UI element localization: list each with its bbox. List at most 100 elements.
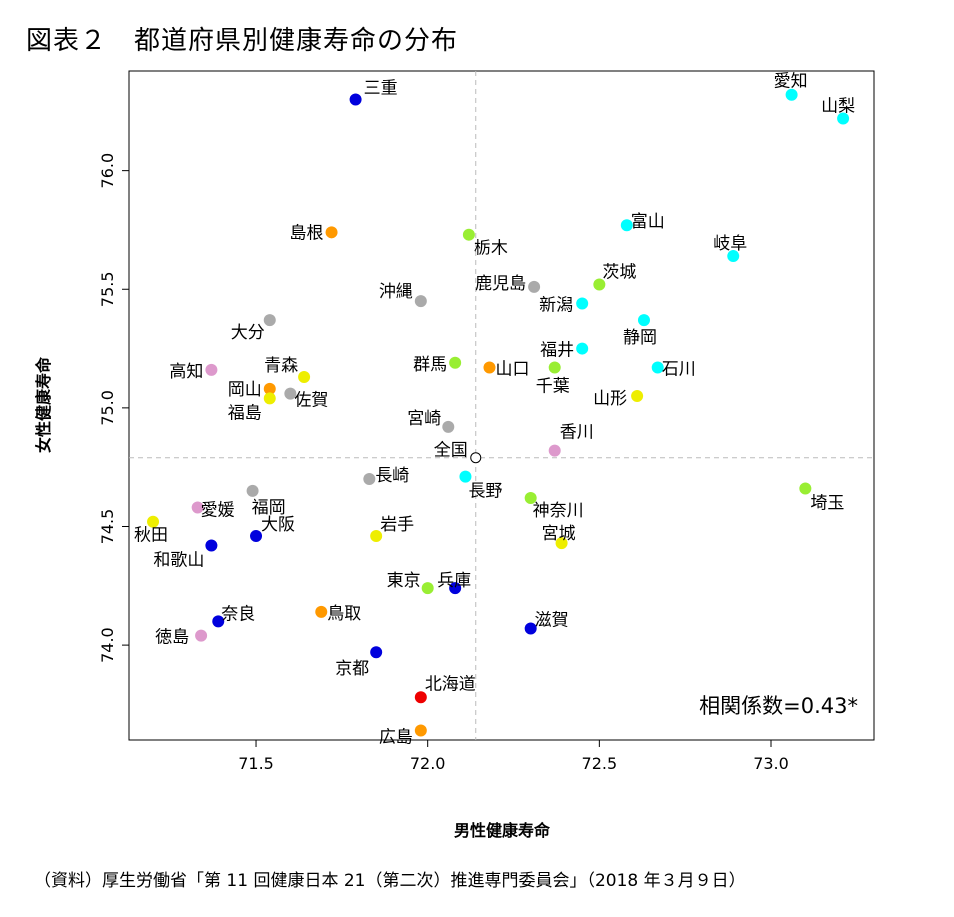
data-point <box>147 515 160 528</box>
source-note: （資料）厚生労働省「第 11 回健康日本 21（第二次）推進専門委員会」（201… <box>34 871 746 891</box>
data-point <box>528 280 541 293</box>
x-tick-label: 72.5 <box>582 754 618 773</box>
data-point <box>349 93 362 106</box>
point-label: 山形 <box>593 389 627 409</box>
data-point <box>263 382 276 395</box>
point-label: 鹿児島 <box>475 274 526 294</box>
data-point <box>205 363 218 376</box>
data-point <box>442 420 455 433</box>
point-label: 京都 <box>335 659 369 679</box>
point-label: 静岡 <box>623 328 657 348</box>
x-tick-label: 73.0 <box>753 754 789 773</box>
data-point <box>414 724 427 737</box>
data-point <box>548 444 561 457</box>
point-label: 岐阜 <box>713 234 747 254</box>
point-label: 石川 <box>662 360 696 380</box>
point-label: 福島 <box>228 403 262 423</box>
point-label: 東京 <box>387 571 421 591</box>
point-label: 茨城 <box>602 263 636 283</box>
point-label: 兵庫 <box>437 571 471 591</box>
point-label: 埼玉 <box>810 494 844 514</box>
data-point <box>576 297 589 310</box>
point-label: 宮崎 <box>407 409 441 429</box>
data-point <box>449 582 462 595</box>
point-label: 富山 <box>631 212 665 232</box>
data-point <box>284 387 297 400</box>
x-axis: 71.5 72.0 72.5 73.0 <box>238 740 789 773</box>
data-point <box>414 691 427 704</box>
point-label: 滋賀 <box>535 611 569 631</box>
data-point <box>325 226 338 239</box>
data-point <box>191 501 204 514</box>
point-label: 徳島 <box>155 628 189 648</box>
correlation-annotation: 相関係数=0.43* <box>699 694 858 718</box>
point-label: 沖縄 <box>379 282 413 302</box>
x-tick-label: 71.5 <box>238 754 274 773</box>
point-label: 香川 <box>560 423 594 443</box>
point-label: 福井 <box>540 341 574 361</box>
y-tick-label: 74.0 <box>98 627 117 663</box>
data-point <box>799 482 812 495</box>
point-label: 長野 <box>468 482 502 502</box>
scatter-chart: 71.5 72.0 72.5 73.0 74.0 74.5 75.0 75.5 76.0 三重… <box>34 70 875 840</box>
data-point <box>837 112 850 125</box>
plot-frame <box>128 70 875 741</box>
point-label: 長崎 <box>375 466 409 486</box>
point-label: 福岡 <box>252 498 286 518</box>
data-point <box>620 219 633 232</box>
y-tick-label: 76.0 <box>98 153 117 189</box>
data-point <box>548 361 561 374</box>
data-point <box>263 314 276 327</box>
data-point <box>470 452 482 464</box>
data-point <box>212 615 225 628</box>
y-axis-label: 女性健康寿命 <box>34 356 53 453</box>
data-point <box>370 529 383 542</box>
point-label: 秋田 <box>134 526 168 546</box>
point-label: 愛知 <box>774 72 808 92</box>
data-point <box>524 492 537 505</box>
point-label: 宮城 <box>542 524 576 544</box>
point-label: 大分 <box>231 323 265 343</box>
data-point <box>363 473 376 486</box>
data-point <box>651 361 664 374</box>
point-label: 千葉 <box>536 377 570 397</box>
point-label: 全国 <box>434 441 468 461</box>
data-point <box>205 539 218 552</box>
data-point <box>524 622 537 635</box>
x-tick-label: 72.0 <box>410 754 446 773</box>
data-point <box>631 390 644 403</box>
data-point <box>459 470 472 483</box>
point-label: 大阪 <box>261 515 295 535</box>
point-label: 和歌山 <box>153 550 204 570</box>
point-label: 三重 <box>364 78 398 98</box>
data-point <box>785 88 798 101</box>
data-point <box>637 314 650 327</box>
data-point <box>449 356 462 369</box>
point-label: 奈良 <box>221 604 255 624</box>
y-tick-label: 74.5 <box>98 509 117 545</box>
data-point <box>593 278 606 291</box>
point-label: 山梨 <box>821 96 855 116</box>
data-point <box>462 228 475 241</box>
data-point <box>250 529 263 542</box>
point-label: 島根 <box>290 223 324 243</box>
data-point <box>298 371 311 384</box>
data-point <box>727 250 740 263</box>
point-label: 岡山 <box>228 380 262 400</box>
data-point <box>414 295 427 308</box>
data-point <box>421 582 434 595</box>
y-tick-label: 75.5 <box>98 271 117 307</box>
point-label: 北海道 <box>425 674 476 694</box>
data-point <box>483 361 496 374</box>
data-point <box>576 342 589 355</box>
point-label: 愛媛 <box>201 501 235 521</box>
point-label: 栃木 <box>474 239 508 259</box>
data-point <box>263 392 276 405</box>
data-point <box>370 646 383 659</box>
x-axis-label: 男性健康寿命 <box>454 821 551 840</box>
y-tick-label: 75.0 <box>98 390 117 426</box>
point-label: 山口 <box>495 360 529 380</box>
data-point <box>555 537 568 550</box>
figure-title: 図表２ 都道府県別健康寿命の分布 <box>26 26 459 56</box>
